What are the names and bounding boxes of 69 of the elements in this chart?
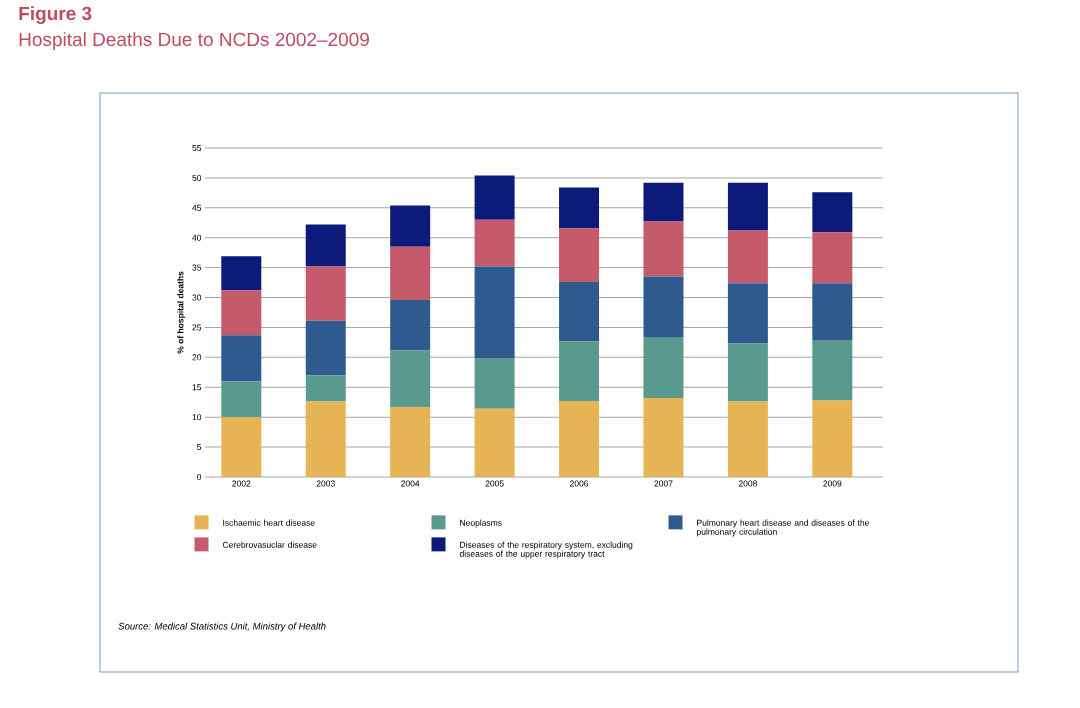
bar [474,219,515,267]
x-tick-label: 2007 [654,480,673,487]
bar [643,337,684,399]
bar [474,408,515,477]
bar [305,224,346,267]
legend-label: Cerebrovasuclar disease [222,541,317,548]
y-tick-label: 0 [197,473,202,480]
bar [221,381,262,418]
bar [812,340,853,401]
x-tick-label: 2004 [401,480,420,487]
y-tick-label: 35 [192,264,202,271]
x-tick-label: 2002 [232,480,251,487]
bar [305,401,346,477]
bar [812,400,853,477]
bar [812,232,853,284]
bar [390,299,431,351]
chart-subtitle: Hospital Deaths Due to NCDs 2002–2009 [19,32,369,50]
y-tick-label: 15 [192,384,202,391]
bar [390,246,431,300]
bar [390,205,431,247]
y-tick-label: 55 [192,145,202,151]
x-tick-label: 2005 [485,480,504,487]
bar [221,417,262,477]
bar [390,350,431,407]
y-tick-label: 40 [192,234,202,241]
bar [305,375,346,402]
y-tick-label: 10 [192,414,202,421]
bar [305,320,346,376]
bar [221,290,262,336]
bar [643,182,684,222]
bar [727,182,768,231]
bar [390,407,431,477]
legend-label: Ischaemic heart disease [223,519,315,526]
y-tick-label: 50 [192,174,202,181]
x-tick-label: 2009 [823,480,842,487]
bar [474,266,515,358]
x-tick-label: 2003 [316,480,335,487]
chart-title: Figure 3 [19,6,92,24]
x-tick-label: 2008 [738,480,757,487]
bar [727,343,768,402]
bar [643,398,684,477]
bar [474,357,515,409]
source-note: Source: Medical Statistics Unit, Ministry of Health [118,622,326,632]
bar [727,283,768,344]
bar [305,266,346,321]
bar [474,175,515,220]
bar [812,283,853,340]
x-tick-label: 2006 [570,480,589,487]
y-tick-label: 20 [192,354,202,361]
bar [221,256,262,291]
legend-label: Pulmonary heart disease and diseases of the pulmonary circulation [697,519,870,537]
bar [727,401,768,477]
bar [559,341,600,402]
bar [221,335,262,382]
bar [727,230,768,284]
y-tick-label: 45 [192,204,202,211]
legend-label: Neoplasms [460,519,502,528]
y-tick-label: 5 [197,444,202,451]
bar [559,228,600,282]
bar [812,192,853,233]
y-tick-label: 25 [192,324,202,331]
bar [643,276,684,338]
bar [643,221,684,277]
bar [559,401,600,477]
bar [559,187,600,229]
bar [559,281,600,342]
y-axis-title: % of hospital deaths [177,271,186,354]
legend-label: Diseases of the respiratory system, excluding diseases of the upper respiratory tract [459,541,633,559]
y-tick-label: 30 [192,294,202,301]
